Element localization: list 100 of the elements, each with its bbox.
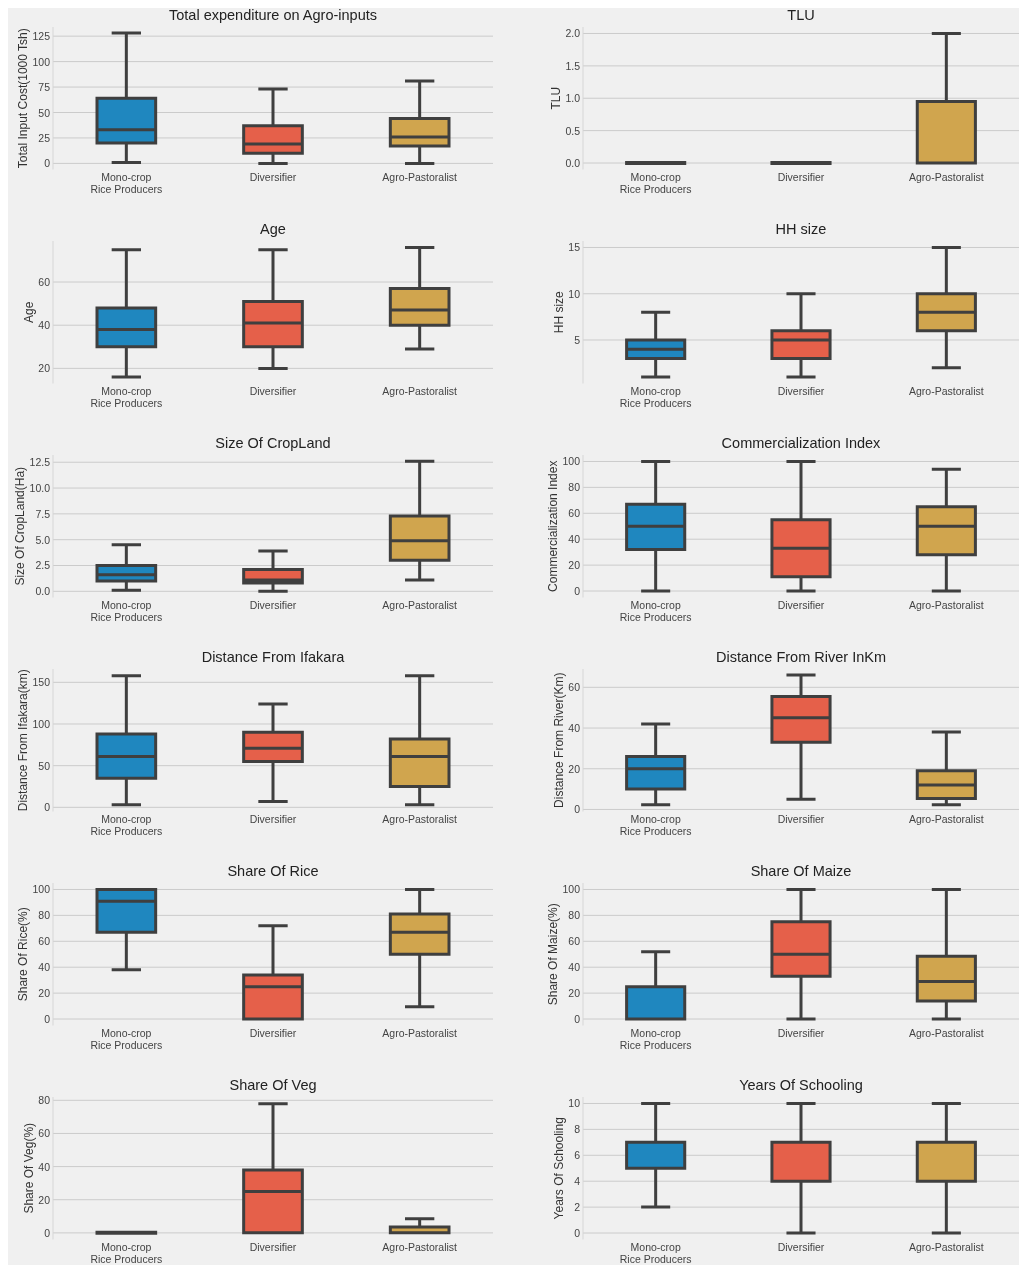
- y-tick-label: 20: [568, 762, 581, 775]
- y-tick-label: 20: [568, 559, 581, 572]
- y-tick-label: 2.5: [35, 559, 51, 572]
- chart-title: HH size: [775, 221, 827, 237]
- y-axis-title: Years Of Schooling: [552, 1117, 567, 1220]
- y-tick-label: 80: [38, 1094, 51, 1107]
- y-tick-label: 20: [38, 1193, 51, 1206]
- y-tick-label: 0: [44, 157, 51, 170]
- y-tick-label: 40: [568, 961, 581, 974]
- y-tick-label: 100: [562, 883, 581, 896]
- x-tick-label: Mono-crop Rice Producers: [619, 812, 692, 837]
- y-axis-title: TLU: [549, 86, 564, 110]
- y-tick-label: 40: [38, 319, 51, 332]
- x-tick-label: Mono-crop Rice Producers: [619, 598, 692, 623]
- chart-title: Share Of Rice: [227, 863, 319, 879]
- y-tick-label: 0.0: [35, 585, 51, 598]
- x-tick-label: Diversifier: [249, 384, 297, 397]
- y-tick-label: 10.0: [29, 482, 51, 495]
- x-tick-label: Agro-Pastoralist: [382, 1240, 458, 1253]
- y-tick-label: 20: [568, 987, 581, 1000]
- y-tick-label: 40: [38, 1160, 51, 1173]
- y-tick-label: 0: [574, 585, 581, 598]
- y-tick-label: 6: [574, 1149, 581, 1162]
- y-tick-label: 0: [44, 801, 51, 814]
- y-tick-label: 7.5: [35, 507, 51, 520]
- y-axis-title: Distance From Ifakara(km): [16, 669, 31, 812]
- y-tick-label: 2: [574, 1201, 581, 1214]
- x-tick-label: Diversifier: [777, 1240, 825, 1253]
- y-tick-label: 40: [38, 961, 51, 974]
- y-tick-label: 12.5: [29, 456, 51, 469]
- y-tick-label: 60: [568, 935, 581, 948]
- y-tick-label: 25: [38, 131, 51, 144]
- y-axis-title: Share Of Maize(%): [546, 903, 561, 1006]
- x-tick-label: Diversifier: [777, 812, 825, 825]
- chart-title: Size Of CropLand: [215, 435, 331, 451]
- x-tick-label: Agro-Pastoralist: [382, 1026, 458, 1039]
- x-tick-label: Agro-Pastoralist: [382, 598, 458, 611]
- y-axis-title: Total Input Cost(1000 Tsh): [16, 28, 31, 169]
- x-tick-label: Mono-crop Rice Producers: [90, 598, 163, 623]
- x-tick-label: Mono-crop Rice Producers: [90, 1240, 163, 1265]
- x-tick-label: Diversifier: [249, 1026, 297, 1039]
- chart-title: Share Of Veg: [229, 1077, 317, 1093]
- y-tick-label: 10: [568, 287, 581, 300]
- x-tick-label: Agro-Pastoralist: [908, 170, 984, 183]
- x-tick-label: Diversifier: [249, 598, 297, 611]
- y-tick-label: 80: [38, 909, 51, 922]
- y-tick-label: 0.5: [565, 124, 581, 137]
- y-tick-label: 100: [32, 718, 51, 730]
- x-tick-label: Agro-Pastoralist: [382, 384, 458, 397]
- y-tick-label: 20: [38, 987, 51, 1000]
- y-tick-label: 80: [568, 481, 581, 494]
- y-tick-label: 15: [568, 241, 581, 254]
- x-tick-label: Agro-Pastoralist: [908, 384, 984, 397]
- y-tick-label: 0: [574, 1013, 581, 1026]
- y-tick-label: 10: [568, 1097, 581, 1110]
- x-tick-label: Diversifier: [777, 170, 825, 183]
- x-tick-label: Diversifier: [249, 1240, 297, 1253]
- x-tick-label: Mono-crop Rice Producers: [619, 170, 692, 195]
- y-tick-label: 60: [38, 276, 51, 289]
- y-tick-label: 125: [32, 30, 51, 43]
- y-tick-label: 60: [568, 507, 581, 520]
- chart-title: Share Of Maize: [750, 863, 852, 879]
- x-tick-label: Agro-Pastoralist: [908, 1240, 984, 1253]
- x-tick-label: Agro-Pastoralist: [382, 812, 458, 825]
- y-tick-label: 75: [38, 81, 51, 94]
- x-tick-label: Agro-Pastoralist: [382, 170, 458, 183]
- y-tick-label: 0: [574, 803, 581, 816]
- y-tick-label: 4: [574, 1175, 581, 1188]
- x-tick-label: Mono-crop Rice Producers: [619, 1026, 692, 1051]
- y-tick-label: 1.0: [565, 92, 581, 105]
- y-tick-label: 100: [32, 883, 51, 896]
- x-tick-label: Diversifier: [249, 170, 297, 183]
- x-tick-label: Diversifier: [249, 812, 297, 825]
- y-tick-label: 2.0: [565, 27, 581, 40]
- y-axis-title: Share Of Veg(%): [22, 1122, 37, 1214]
- chart-title: Age: [260, 221, 286, 237]
- y-tick-label: 100: [562, 455, 581, 468]
- x-tick-label: Agro-Pastoralist: [908, 812, 984, 825]
- chart-title: Total expenditure on Agro-inputs: [169, 7, 377, 23]
- y-axis-title: Commercialization Index: [546, 460, 561, 592]
- y-tick-label: 0: [44, 1013, 51, 1026]
- x-tick-label: Mono-crop Rice Producers: [90, 1026, 163, 1051]
- y-tick-label: 40: [568, 722, 581, 735]
- y-tick-label: 8: [574, 1123, 581, 1136]
- x-tick-label: Mono-crop Rice Producers: [619, 384, 692, 409]
- chart-title: TLU: [787, 7, 815, 23]
- chart-title: Years Of Schooling: [739, 1077, 863, 1093]
- x-tick-label: Mono-crop Rice Producers: [90, 812, 163, 837]
- x-tick-label: Diversifier: [777, 598, 825, 611]
- x-tick-label: Agro-Pastoralist: [908, 598, 984, 611]
- y-tick-label: 0.0: [565, 157, 581, 170]
- y-tick-label: 60: [568, 681, 581, 694]
- y-tick-label: 60: [38, 935, 51, 948]
- x-tick-label: Diversifier: [777, 384, 825, 397]
- y-tick-label: 1.5: [565, 59, 581, 72]
- y-tick-label: 80: [568, 909, 581, 922]
- y-tick-label: 40: [568, 533, 581, 546]
- y-tick-label: 0: [574, 1227, 581, 1240]
- y-axis-title: Share Of Rice(%): [16, 907, 31, 1002]
- y-tick-label: 0: [44, 1226, 51, 1239]
